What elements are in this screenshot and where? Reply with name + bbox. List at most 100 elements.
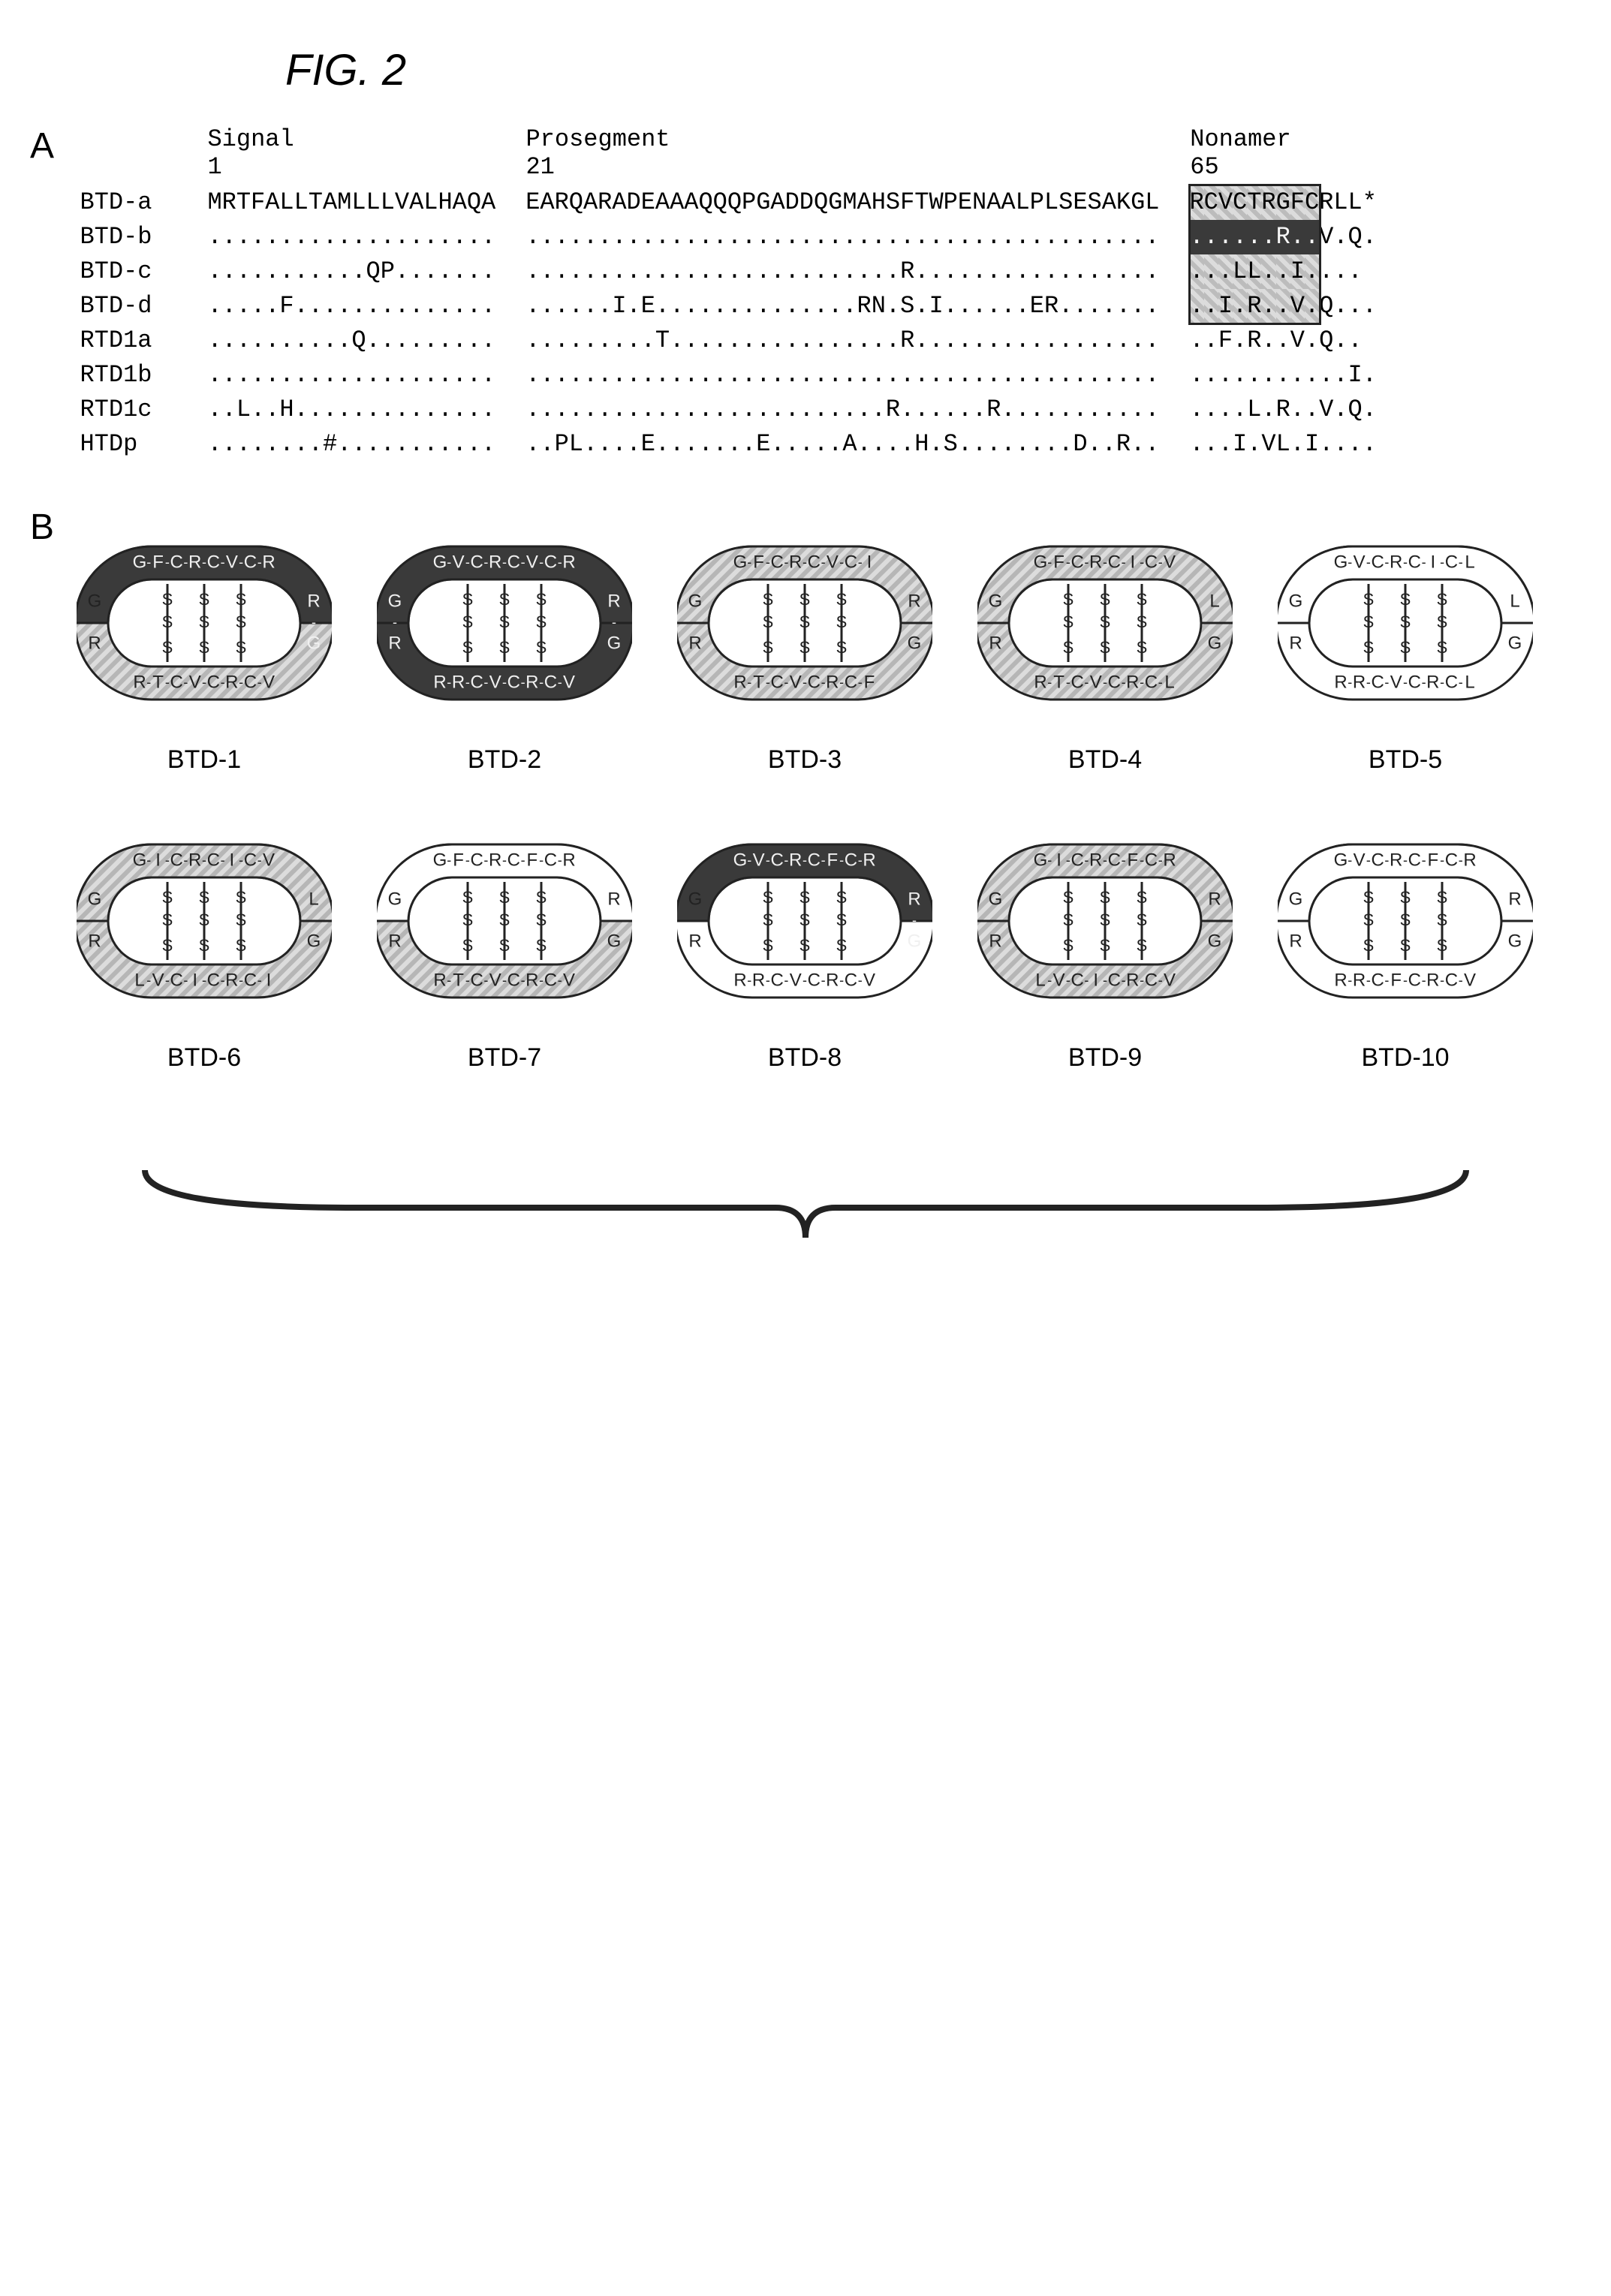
residue-cell: .	[423, 289, 438, 323]
residue-top-2: C	[770, 552, 783, 572]
residue-cell: .	[1145, 289, 1159, 323]
alignment-row-RTD1b: RTD1b...................................…	[80, 358, 1376, 393]
residue-cell: .	[540, 393, 554, 427]
residue-cell: .	[1333, 427, 1348, 462]
residue-cell: .	[756, 254, 770, 289]
svg-text:S: S	[536, 590, 547, 609]
residue-cell: D	[1073, 427, 1087, 462]
residue-cell: .	[627, 393, 641, 427]
residue-left-0: R	[88, 633, 101, 653]
residue-bottom-7: R	[733, 672, 746, 692]
residue-cell: .	[972, 323, 986, 358]
residue-cell: .	[1247, 358, 1261, 393]
residue-cell: .	[814, 289, 828, 323]
residue-cell: T	[1247, 185, 1261, 220]
residue-bottom-2: R	[1426, 672, 1439, 692]
oval-unit-BTD-2: SSSSSSSSSG-V-C-R-C-V-C-RR-GV-C-R-C-V-C-R…	[377, 507, 632, 775]
residue-cell: *	[1363, 185, 1377, 220]
oval-unit-BTD-6: SSSSSSSSSG-I-C-R-C-I-C-VL-GI-C-R-C-I-C-V…	[77, 805, 332, 1073]
row-name: RTD1a	[80, 323, 207, 358]
residue-cell: .	[540, 427, 554, 462]
row-name: HTDp	[80, 427, 207, 462]
residue-top-5: I	[1431, 552, 1436, 572]
residue-top-0: G	[433, 850, 447, 870]
svg-text:-: -	[1158, 555, 1163, 570]
residue-left-1: G	[388, 591, 402, 611]
residue-cell: P	[1030, 185, 1044, 220]
oval-caption: BTD-8	[677, 1043, 932, 1073]
theta-defensin-BTD-5: SSSSSSSSSG-V-C-R-C-I-C-LL-GL-C-R-C-V-C-R…	[1278, 507, 1533, 739]
residue-top-5: I	[230, 850, 235, 870]
svg-text:-: -	[912, 615, 917, 630]
residue-cell: .	[251, 358, 265, 393]
svg-text:-: -	[1384, 973, 1389, 988]
residue-cell: .	[684, 358, 698, 393]
svg-text:-: -	[858, 555, 863, 570]
residue-cell: .	[236, 358, 251, 393]
residue-cell: A	[453, 185, 467, 220]
residue-cell: .	[986, 323, 1001, 358]
residue-cell: .	[294, 358, 309, 393]
residue-cell: .	[684, 393, 698, 427]
residue-cell: .	[540, 289, 554, 323]
svg-text:-: -	[239, 853, 243, 868]
residue-cell: .	[381, 358, 395, 393]
residue-bottom-2: R	[1126, 970, 1139, 990]
alignment-row-RTD1c: RTD1c..L..H.............................…	[80, 393, 1376, 427]
residue-cell: .	[409, 289, 423, 323]
residue-cell: .	[872, 393, 886, 427]
residue-top-7: I	[867, 552, 872, 572]
svg-text:S: S	[199, 888, 210, 907]
residue-cell: .	[1044, 323, 1058, 358]
residue-cell: L	[1145, 185, 1159, 220]
residue-cell: .	[799, 323, 814, 358]
residue-cell: .	[251, 393, 265, 427]
residue-bottom-6: T	[152, 672, 164, 692]
residue-cell: .	[799, 427, 814, 462]
residue-cell: .	[670, 323, 684, 358]
svg-text:-: -	[465, 853, 470, 868]
svg-text:-: -	[1459, 853, 1463, 868]
svg-text:S: S	[1137, 612, 1148, 631]
residue-top-3: R	[1390, 850, 1402, 870]
residue-cell: W	[929, 185, 943, 220]
section-prosegment: Prosegment21	[525, 125, 670, 181]
residue-cell: .	[1102, 254, 1116, 289]
svg-text:-: -	[802, 675, 807, 690]
residue-top-7: L	[1465, 552, 1474, 572]
svg-text:-: -	[766, 973, 770, 988]
residue-cell: .	[627, 427, 641, 462]
residue-cell: .	[222, 393, 236, 427]
residue-cell: .	[684, 289, 698, 323]
residue-cell: V	[1261, 427, 1275, 462]
residue-cell: .	[438, 254, 452, 289]
residue-cell: A	[612, 185, 626, 220]
residue-cell: .	[1333, 289, 1348, 323]
residue-cell: .	[467, 254, 481, 289]
svg-text:-: -	[1158, 675, 1163, 690]
svg-text:S: S	[763, 590, 774, 609]
residue-cell: .	[598, 220, 612, 254]
residue-cell: .	[251, 220, 265, 254]
residue-cell: .	[1145, 427, 1159, 462]
residue-right-0: R	[1208, 889, 1221, 909]
residue-cell: .	[713, 393, 727, 427]
residue-bottom-1: C	[1145, 672, 1158, 692]
residue-cell: L	[423, 185, 438, 220]
residue-cell: .	[207, 220, 221, 254]
residue-cell: .	[467, 323, 481, 358]
residue-cell: S	[886, 185, 900, 220]
residue-cell: .	[1319, 358, 1333, 393]
residue-cell: .	[627, 358, 641, 393]
svg-text:S: S	[763, 888, 774, 907]
oval-caption: BTD-9	[977, 1043, 1233, 1073]
residue-cell: .	[670, 358, 684, 393]
residue-cell: .	[1088, 393, 1102, 427]
residue-cell: .	[1305, 220, 1319, 254]
residue-cell: R	[1247, 323, 1261, 358]
residue-top-4: C	[207, 850, 220, 870]
svg-text:-: -	[1348, 555, 1352, 570]
residue-cell: .	[785, 393, 799, 427]
svg-text:-: -	[146, 555, 151, 570]
residue-top-6: C	[845, 850, 857, 870]
